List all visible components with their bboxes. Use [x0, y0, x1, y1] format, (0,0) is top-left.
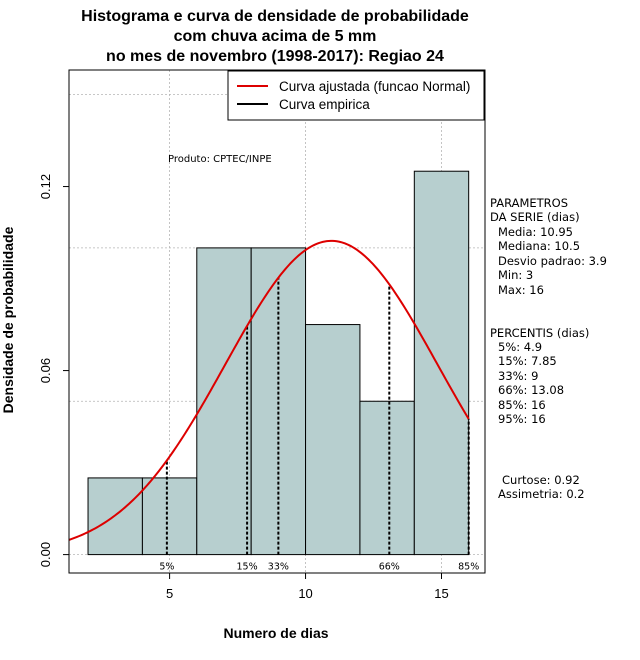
fitted-curve-path: [68, 239, 470, 541]
fitted-normal-curve: [68, 239, 470, 541]
percentile-label-4: 85%: [458, 562, 479, 573]
histogram-bar-2: [196, 247, 252, 556]
percentile-label-2: 33%: [268, 562, 289, 573]
legend-fitted-label: Curva ajustada (funcao Normal): [279, 79, 470, 94]
chart-title-line-1: Histograma e curva de densidade de proba…: [81, 8, 469, 25]
shape-block: Curtose: 0.92 Assimetria: 0.2: [498, 473, 585, 501]
y-axis-title: Densidade de probabilidade: [0, 226, 16, 413]
param-median: Mediana: 10.5: [498, 239, 580, 253]
legend: Curva ajustada (funcao Normal) Curva emp…: [227, 70, 485, 121]
histogram-bar-6: [413, 170, 470, 556]
percentile-lines: 5% 15% 33% 66% 85%: [159, 277, 479, 573]
chart-title-line-3: no mes de novembro (1998-2017): Regiao 2…: [106, 48, 444, 65]
axes: 5 10 15 0.00 0.06 0.12: [38, 174, 449, 601]
legend-empirical-label: Curva empirica: [279, 97, 370, 112]
chart-title-line-2: com chuva acima de 5 mm: [174, 28, 377, 45]
pct-66: 66%: 13.08: [498, 383, 564, 397]
x-tick-label-2: 15: [434, 586, 448, 601]
param-sd: Desvio padrao: 3.9: [498, 254, 607, 268]
param-max: Max: 16: [498, 283, 544, 297]
histogram-bar-5: [359, 400, 415, 556]
pct-heading: PERCENTIS (dias): [490, 326, 589, 340]
x-axis-title: Numero de dias: [223, 625, 328, 641]
x-tick-label-0: 5: [166, 586, 173, 601]
percentile-label-0: 5%: [159, 562, 174, 573]
y-tick-label-2: 0.12: [38, 174, 53, 199]
parameters-block: PARAMETROS DA SERIE (dias) Media: 10.95 …: [490, 196, 607, 297]
param-heading: PARAMETROS: [490, 196, 568, 210]
percentile-label-3: 66%: [379, 562, 400, 573]
param-min: Min: 3: [498, 268, 533, 282]
product-credit: Produto: CPTEC/INPE: [168, 154, 272, 165]
pct-33: 33%: 9: [498, 369, 538, 383]
histogram-bar-4: [305, 324, 361, 556]
kurtosis-text: Curtose: 0.92: [502, 473, 580, 487]
histogram-bar-1: [141, 477, 198, 556]
pct-85: 85%: 16: [498, 398, 546, 412]
percentile-label-1: 15%: [237, 562, 258, 573]
plot-frame: [68, 69, 486, 574]
param-mean: Media: 10.95: [498, 225, 573, 239]
y-tick-label-0: 0.00: [38, 542, 53, 567]
pct-95: 95%: 16: [498, 412, 546, 426]
pct-15: 15%: 7.85: [498, 354, 557, 368]
legend-box: [227, 70, 485, 121]
percentiles-block: PERCENTIS (dias) 5%: 4.9 15%: 7.85 33%: …: [490, 326, 589, 426]
skewness-text: Assimetria: 0.2: [498, 487, 585, 501]
pct-5: 5%: 4.9: [498, 340, 542, 354]
param-heading-2: DA SERIE (dias): [490, 210, 580, 224]
x-tick-label-1: 10: [298, 586, 312, 601]
y-tick-label-1: 0.06: [38, 358, 53, 383]
